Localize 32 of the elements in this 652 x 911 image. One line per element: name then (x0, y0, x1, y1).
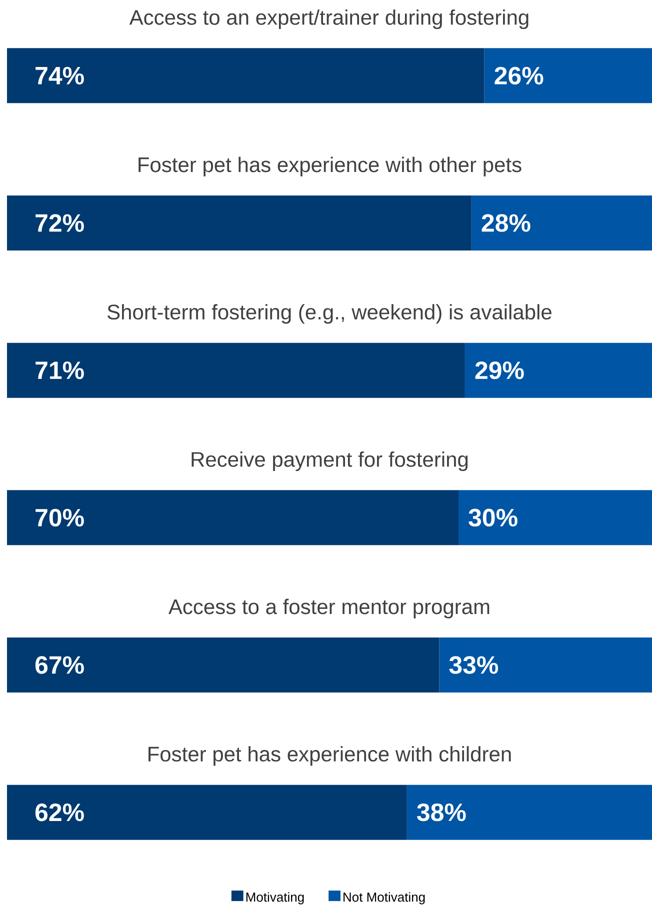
y-tick-label: Short-term fostering (e.g., weekend) is available (108, 304, 552, 324)
bar (7, 48, 484, 104)
y-tick-label: Access to a foster mentor program (168, 598, 490, 618)
bar (7, 784, 407, 840)
data-label: 74% (36, 66, 84, 84)
bar (464, 342, 652, 398)
y-tick-label: Foster pet has experience with children (148, 746, 511, 766)
data-label: 71% (36, 362, 84, 380)
bar (7, 196, 472, 251)
data-label: 33% (449, 656, 498, 674)
bar (406, 784, 652, 840)
data-label: 28% (482, 214, 530, 232)
legend-label: Motivating (246, 892, 304, 904)
y-tick-label: Access to an expert/trainer during fostering (129, 9, 528, 30)
data-label: 72% (36, 214, 84, 232)
data-label: 38% (417, 803, 466, 822)
bar (7, 342, 465, 398)
data-label: 29% (475, 361, 524, 380)
y-tick-label: Foster pet has experience with other pets (138, 156, 522, 176)
y-tick-label: Receive payment for fostering (192, 451, 468, 472)
legend-label: Not Motivating (344, 892, 425, 904)
data-label: 70% (36, 508, 84, 527)
data-label: 30% (468, 508, 518, 527)
data-label: 67% (35, 656, 84, 674)
bar (484, 48, 652, 104)
bar (471, 196, 652, 251)
bar (458, 490, 652, 546)
bar (7, 638, 440, 693)
data-label: 26% (494, 66, 544, 85)
bar (439, 638, 652, 693)
data-label: 62% (35, 803, 84, 822)
bar (7, 490, 459, 546)
